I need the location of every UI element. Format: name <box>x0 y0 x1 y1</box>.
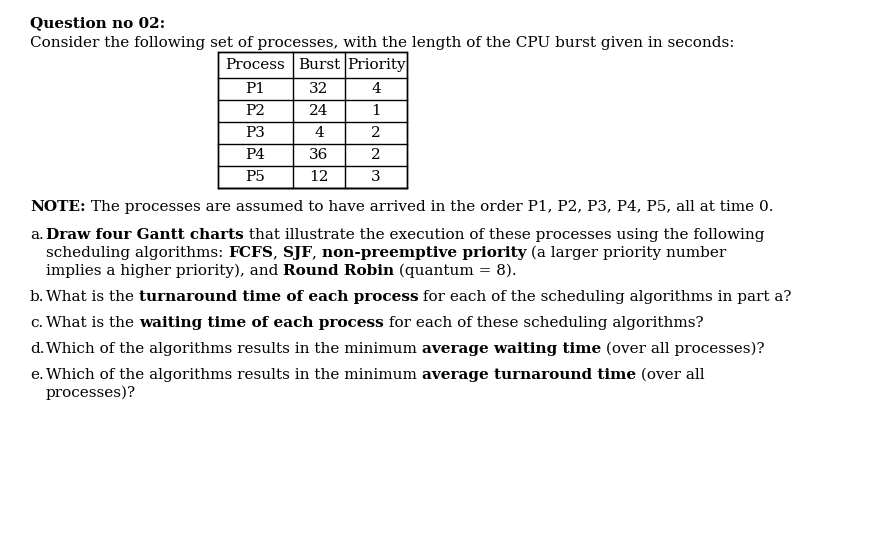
Text: 12: 12 <box>309 170 329 184</box>
Text: scheduling algorithms:: scheduling algorithms: <box>46 246 228 260</box>
Text: c.: c. <box>30 316 43 330</box>
Text: for each of the scheduling algorithms in part a?: for each of the scheduling algorithms in… <box>419 290 792 304</box>
Text: P3: P3 <box>246 126 266 140</box>
Text: d.: d. <box>30 342 45 356</box>
Text: (over all: (over all <box>636 368 705 382</box>
Text: (a larger priority number: (a larger priority number <box>526 246 727 261</box>
Text: The processes are assumed to have arrived in the order P1, P2, P3, P4, P5, all a: The processes are assumed to have arrive… <box>85 200 774 214</box>
Text: 1: 1 <box>371 104 381 118</box>
Text: 4: 4 <box>371 82 381 96</box>
Text: 36: 36 <box>309 148 329 162</box>
Text: that illustrate the execution of these processes using the following: that illustrate the execution of these p… <box>244 228 764 242</box>
Text: Consider the following set of processes, with the length of the CPU burst given : Consider the following set of processes,… <box>30 36 735 50</box>
Text: ,: , <box>312 246 322 260</box>
Text: 2: 2 <box>371 126 381 140</box>
Text: Burst: Burst <box>297 58 341 72</box>
Text: 4: 4 <box>314 126 324 140</box>
Text: a.: a. <box>30 228 44 242</box>
Text: P4: P4 <box>246 148 266 162</box>
Text: 32: 32 <box>309 82 329 96</box>
Text: (over all processes)?: (over all processes)? <box>601 342 765 357</box>
Text: Which of the algorithms results in the minimum: Which of the algorithms results in the m… <box>46 368 422 382</box>
Text: SJF: SJF <box>282 246 312 260</box>
Text: processes)?: processes)? <box>46 386 136 401</box>
Text: b.: b. <box>30 290 45 304</box>
Text: implies a higher priority), and: implies a higher priority), and <box>46 264 283 278</box>
Text: average turnaround time: average turnaround time <box>422 368 636 382</box>
Text: P5: P5 <box>246 170 266 184</box>
Text: Round Robin: Round Robin <box>283 264 394 278</box>
Text: non-preemptive priority: non-preemptive priority <box>322 246 526 260</box>
Text: average waiting time: average waiting time <box>422 342 601 356</box>
Text: for each of these scheduling algorithms?: for each of these scheduling algorithms? <box>384 316 703 330</box>
Text: ,: , <box>273 246 282 260</box>
Text: What is the: What is the <box>46 290 139 304</box>
Text: Process: Process <box>225 58 285 72</box>
Text: What is the: What is the <box>46 316 139 330</box>
Text: Question no 02:: Question no 02: <box>30 16 165 30</box>
Bar <box>218 52 407 188</box>
Text: e.: e. <box>30 368 44 382</box>
Text: P2: P2 <box>246 104 266 118</box>
Text: waiting time of each process: waiting time of each process <box>139 316 384 330</box>
Text: 3: 3 <box>371 170 381 184</box>
Text: 24: 24 <box>309 104 329 118</box>
Text: turnaround time of each process: turnaround time of each process <box>139 290 419 304</box>
Text: P1: P1 <box>246 82 266 96</box>
Text: (quantum = 8).: (quantum = 8). <box>394 264 517 278</box>
Text: Priority: Priority <box>347 58 406 72</box>
Text: Which of the algorithms results in the minimum: Which of the algorithms results in the m… <box>46 342 422 356</box>
Text: FCFS: FCFS <box>228 246 273 260</box>
Text: 2: 2 <box>371 148 381 162</box>
Text: Draw four Gantt charts: Draw four Gantt charts <box>46 228 244 242</box>
Text: NOTE:: NOTE: <box>30 200 85 214</box>
